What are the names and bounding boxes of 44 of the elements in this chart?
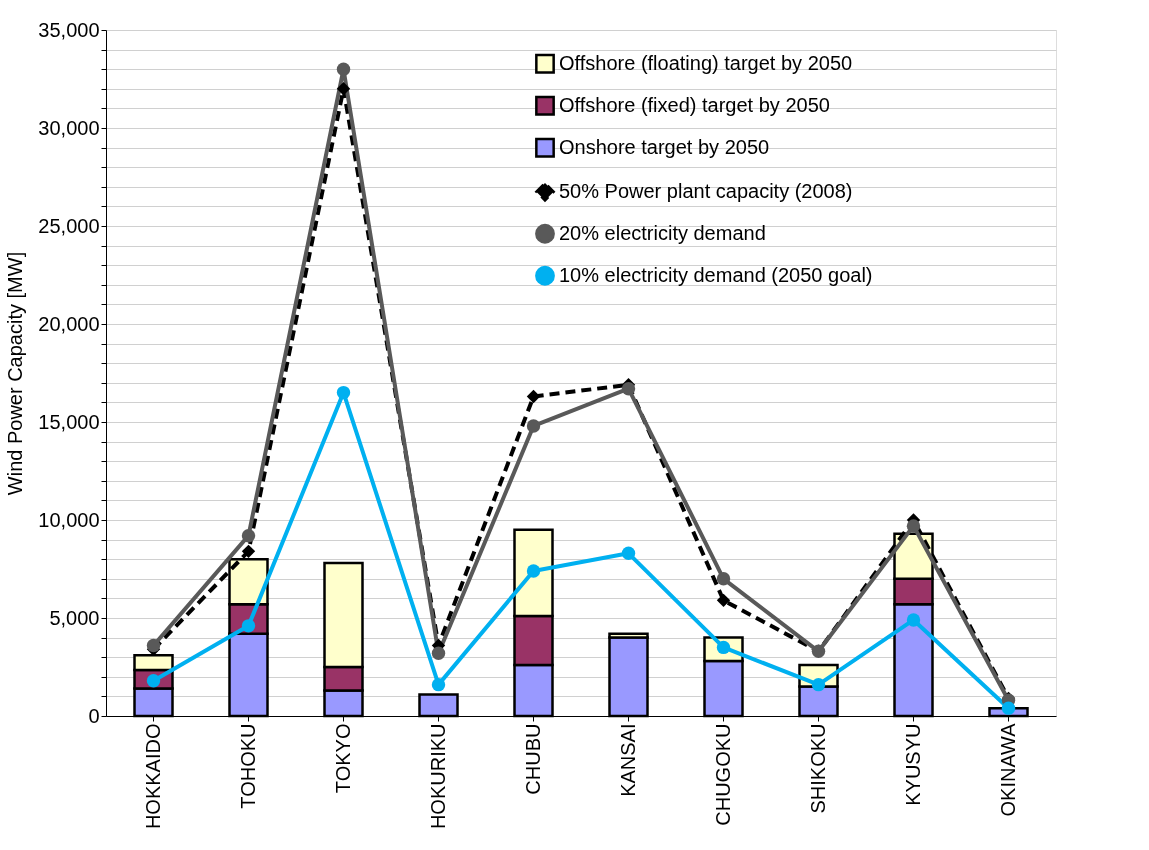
point xyxy=(526,419,541,433)
point xyxy=(716,593,731,608)
point xyxy=(621,381,636,396)
legend-label: Onshore target by 2050 xyxy=(559,135,770,158)
legend-label: 50% Power plant capacity (2008) xyxy=(559,179,853,202)
y-tick-label: 20,000 xyxy=(38,312,100,335)
y-tick-label: 25,000 xyxy=(38,214,100,237)
point xyxy=(621,546,636,561)
point xyxy=(431,677,446,692)
x-tick-label: TOHOKU xyxy=(236,723,259,809)
point xyxy=(146,638,161,653)
point xyxy=(906,613,921,627)
point xyxy=(431,646,446,660)
y-tick-label: 0 xyxy=(88,704,100,727)
y-tick-label: 15,000 xyxy=(38,410,100,433)
point xyxy=(526,389,541,404)
legend-label: 10% electricity demand (2050 goal) xyxy=(559,263,873,286)
point xyxy=(336,82,351,96)
x-tick-label: TOKYO xyxy=(331,723,354,794)
x-tick-label: SHIKOKU xyxy=(806,723,829,814)
legend-label: Offshore (floating) target by 2050 xyxy=(559,51,853,74)
point xyxy=(906,519,921,533)
y-tick-label: 30,000 xyxy=(38,116,100,139)
point xyxy=(241,528,256,543)
x-tick-label: CHUBU xyxy=(521,723,544,795)
legend-label: Offshore (fixed) target by 2050 xyxy=(559,93,830,116)
point xyxy=(811,677,826,692)
point xyxy=(526,564,541,578)
point xyxy=(716,572,731,586)
point xyxy=(1001,701,1016,715)
x-tick-label: CHUGOKU xyxy=(711,723,734,826)
x-tick-label: HOKKAIDO xyxy=(141,723,164,830)
x-tick-label: HOKURIKU xyxy=(426,723,449,830)
y-tick-label: 35,000 xyxy=(38,18,100,41)
legend-label: 20% electricity demand xyxy=(559,221,766,244)
y-tick-label: 5,000 xyxy=(49,606,100,629)
y-tick-label: 10,000 xyxy=(38,508,100,531)
point xyxy=(336,385,351,400)
point xyxy=(241,544,256,559)
point xyxy=(336,62,351,76)
x-tick-label: OKINAWA xyxy=(996,722,1019,817)
x-tick-label: KANSAI xyxy=(616,723,639,797)
y-axis-title: Wind Power Capacity [MW] xyxy=(4,251,27,496)
x-tick-label: KYUSYU xyxy=(901,723,924,806)
